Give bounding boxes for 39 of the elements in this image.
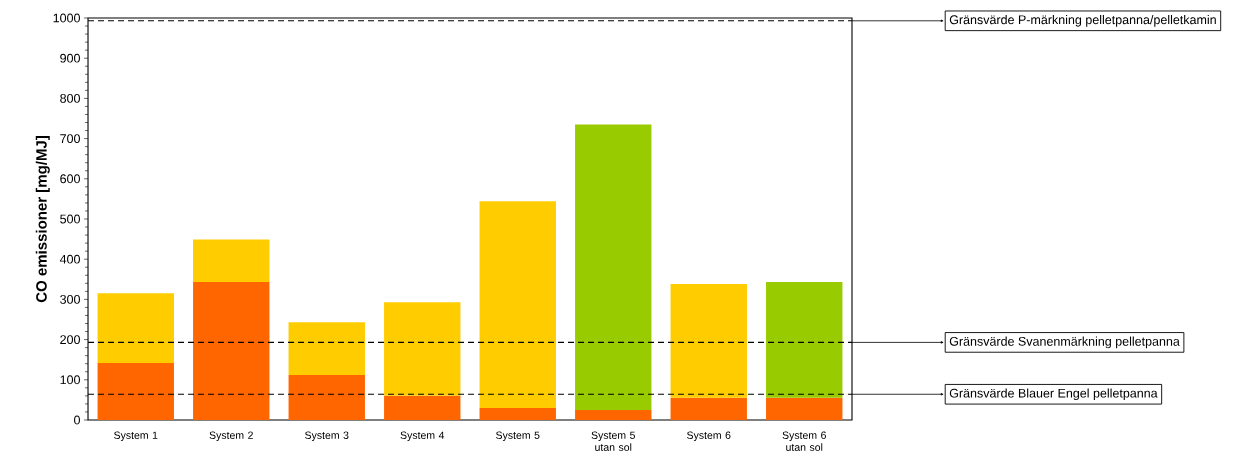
x-tick-label: System 2	[209, 431, 253, 442]
x-tick-label: System 3	[305, 431, 349, 442]
y-tick-label: 1000	[53, 13, 80, 23]
bar	[193, 282, 270, 420]
y-tick-label: 0	[74, 415, 80, 425]
y-axis-title: CO emissioner [mg/MJ]	[35, 136, 50, 303]
y-tick-label: 500	[60, 214, 80, 224]
bar	[670, 397, 747, 420]
bar	[670, 284, 747, 398]
y-tick-label: 400	[59, 254, 80, 264]
y-tick-label: 600	[60, 174, 80, 184]
bar	[766, 282, 843, 398]
bar	[575, 124, 652, 410]
bar	[479, 407, 556, 420]
y-tick-label: 900	[60, 53, 80, 63]
bar	[193, 239, 270, 283]
x-tick-label: System 6 utan sol	[782, 431, 826, 451]
bar	[97, 293, 174, 363]
ref-line-label: Gränsvärde P-märkning pelletpanna/pelletkamin	[949, 14, 1216, 27]
x-tick-label: System 5 utan sol	[591, 431, 635, 451]
y-tick-label: 200	[60, 335, 80, 345]
y-tick-label: 300	[60, 294, 80, 304]
bar	[575, 409, 652, 420]
x-tick-label: System 4	[400, 431, 445, 442]
bar	[766, 397, 843, 420]
ref-line-label: Gränsvärde Blauer Engel pelletpanna	[949, 388, 1158, 401]
bar	[384, 302, 461, 396]
bar	[288, 374, 365, 420]
x-tick-label: System 6	[687, 431, 731, 442]
y-tick-label: 800	[60, 93, 80, 103]
x-tick-label: System 5	[496, 431, 540, 442]
x-tick-label: System 1	[114, 431, 158, 442]
bar	[288, 322, 365, 375]
bar	[384, 395, 461, 420]
y-tick-label: 100	[60, 375, 80, 385]
y-tick-label: 700	[60, 134, 80, 144]
bar	[97, 362, 174, 420]
ref-line-label: Gränsvärde Svanenmärkning pelletpanna	[949, 336, 1180, 349]
bar	[479, 201, 556, 408]
